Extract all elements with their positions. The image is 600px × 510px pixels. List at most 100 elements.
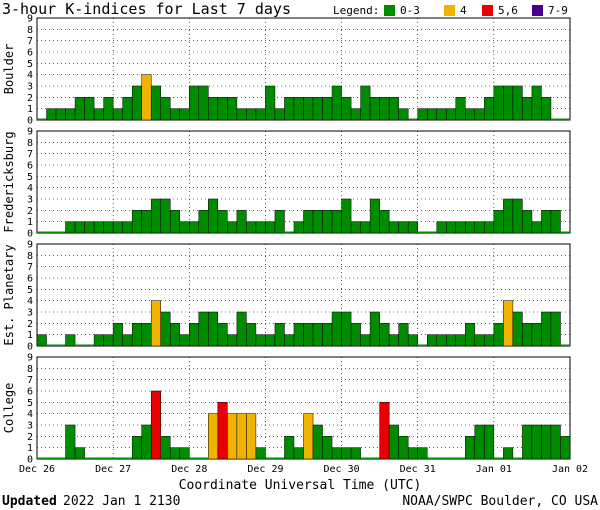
k-index-bar xyxy=(398,108,409,121)
y-tick-label: 9 xyxy=(27,240,33,251)
k-index-bar xyxy=(150,390,161,460)
x-axis-ticks: Dec 26 Dec 27 Dec 28 Dec 29 Dec 30 Dec 31 Jan … xyxy=(19,464,588,475)
k-index-bar xyxy=(284,231,294,233)
legend-item-label: 4 xyxy=(460,4,467,17)
k-index-bar xyxy=(312,97,323,121)
k-index-bar xyxy=(484,221,495,234)
k-index-bar xyxy=(55,108,66,121)
y-tick-label: 0 xyxy=(27,229,33,240)
y-tick-label: 0 xyxy=(27,342,33,353)
footer: Updated 2022 Jan 1 2130 NOAA/SWPC Boulde… xyxy=(2,494,598,509)
y-tick-label: 5 xyxy=(27,285,33,296)
k-index-bar xyxy=(369,198,380,234)
k-index-bar xyxy=(84,457,95,459)
k-index-bar xyxy=(65,108,76,121)
k-index-bar xyxy=(293,221,304,234)
k-index-bar xyxy=(360,457,371,459)
k-index-bar xyxy=(531,424,542,460)
k-index-bar xyxy=(236,210,247,234)
k-index-bar xyxy=(208,413,219,460)
k-index-bar xyxy=(465,436,476,460)
k-index-bar xyxy=(350,447,361,460)
x-tick-label: Dec 27 xyxy=(95,464,131,475)
k-index-bar xyxy=(217,402,228,460)
source-credit: NOAA/SWPC Boulder, CO USA xyxy=(402,494,598,509)
k-index-bar xyxy=(455,457,466,459)
k-index-bar xyxy=(274,457,285,459)
y-tick-label: 1 xyxy=(27,104,33,115)
k-index-bar xyxy=(541,97,552,121)
k-index-bar xyxy=(46,344,57,346)
k-index-bar xyxy=(274,323,285,347)
y-tick-label: 5 xyxy=(27,172,33,183)
k-index-bar xyxy=(350,108,361,121)
k-index-bar xyxy=(370,457,380,459)
k-index-bar xyxy=(208,198,219,234)
y-tick-label: 3 xyxy=(27,195,33,206)
k-index-bar xyxy=(322,97,333,121)
y-tick-label: 7 xyxy=(27,375,33,386)
k-index-bar xyxy=(93,334,104,347)
k-index-bar xyxy=(189,221,200,234)
k-index-bar xyxy=(150,85,161,121)
x-tick-label: Dec 29 xyxy=(247,464,283,475)
k-index-bar xyxy=(227,334,238,347)
y-tick-label: 9 xyxy=(27,14,33,25)
k-index-bar xyxy=(436,457,447,459)
k-index-bar xyxy=(388,221,399,234)
legend-swatch-4 xyxy=(444,5,455,16)
k-index-bar xyxy=(131,210,142,234)
k-index-bar xyxy=(427,231,437,233)
k-index-bar xyxy=(331,210,342,234)
k-index-bar xyxy=(465,323,476,347)
k-index-bar xyxy=(160,198,171,234)
station-label: Fredericksburg xyxy=(2,131,16,232)
k-index-bar xyxy=(446,108,457,121)
k-index-bar xyxy=(75,344,85,346)
k-index-bar xyxy=(512,85,523,121)
k-index-bar xyxy=(112,108,123,121)
k-index-bar xyxy=(170,108,181,121)
k-index-bar xyxy=(208,97,219,121)
k-index-bar xyxy=(465,221,476,234)
k-index-bar xyxy=(550,118,561,120)
station-label: College xyxy=(2,383,16,434)
y-tick-label: 2 xyxy=(27,432,33,443)
k-index-bar xyxy=(331,447,342,460)
k-index-bar xyxy=(426,334,438,347)
k-index-bar xyxy=(446,334,457,347)
legend-item-label: 0-3 xyxy=(400,4,420,17)
k-index-bar xyxy=(74,447,85,460)
y-tick-label: 8 xyxy=(27,25,33,36)
k-index-bar xyxy=(36,334,47,347)
k-index-bar xyxy=(407,334,418,347)
y-tick-label: 4 xyxy=(27,296,33,307)
x-tick-label: Dec 28 xyxy=(171,464,207,475)
k-index-bar xyxy=(84,221,95,234)
k-index-bar xyxy=(46,108,57,121)
k-index-bar xyxy=(170,323,181,347)
k-index-bar xyxy=(322,436,333,460)
k-index-bar xyxy=(198,311,209,347)
k-index-bar xyxy=(274,108,285,121)
k-index-bar xyxy=(360,85,371,121)
k-index-bar xyxy=(293,323,304,347)
k-index-bar xyxy=(56,457,66,459)
k-index-bar xyxy=(408,118,418,120)
k-index-bar xyxy=(522,424,533,460)
k-index-bar xyxy=(131,323,142,347)
y-tick-label: 2 xyxy=(27,319,33,330)
y-tick-label: 8 xyxy=(27,364,33,375)
updated-value: 2022 Jan 1 2130 xyxy=(63,494,180,509)
y-tick-label: 2 xyxy=(27,206,33,217)
y-tick-label: 8 xyxy=(27,251,33,262)
k-index-bar xyxy=(541,424,552,460)
x-tick-label: Jan 01 xyxy=(476,464,512,475)
k-index-bar xyxy=(179,221,190,234)
k-index-bar xyxy=(293,447,304,460)
k-index-bar xyxy=(303,413,314,460)
k-index-bar xyxy=(179,447,190,460)
